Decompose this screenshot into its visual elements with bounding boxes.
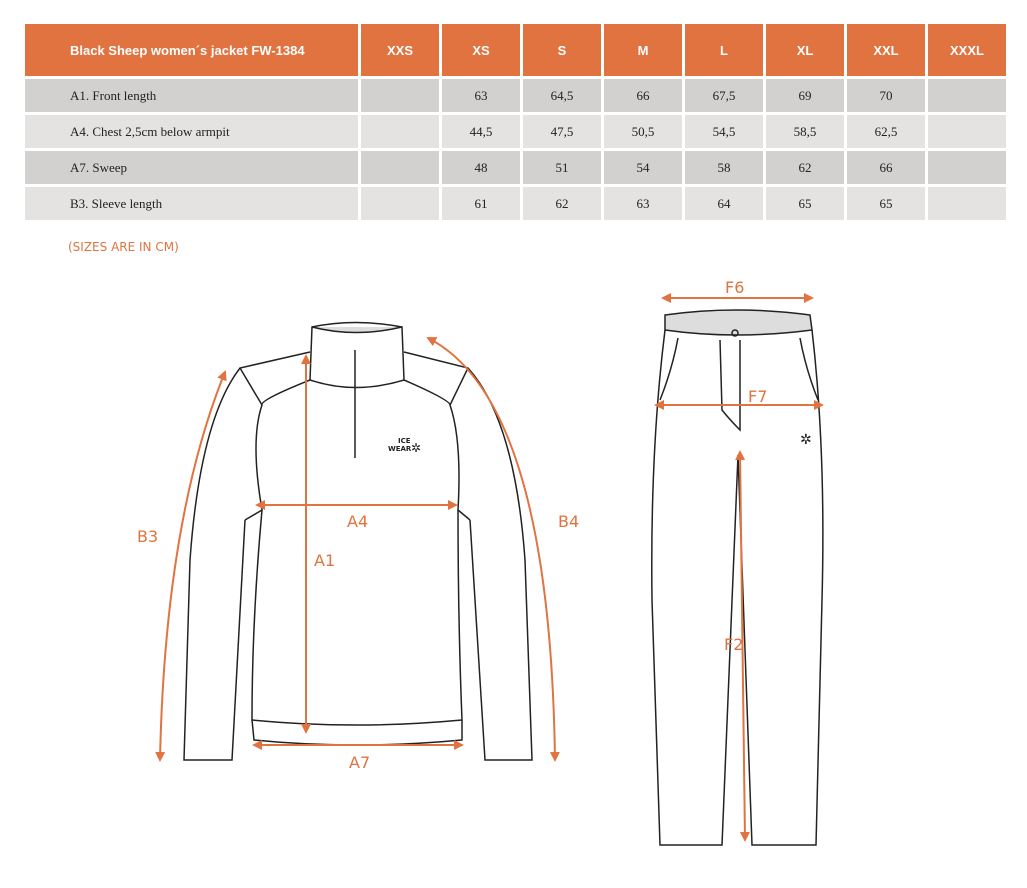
measurement-label: A4. Chest 2,5cm below armpit	[25, 115, 358, 148]
measurement-value: 48	[442, 151, 520, 184]
brand-logo: ICE WEAR	[388, 437, 412, 453]
measurement-value: 66	[847, 151, 925, 184]
measurement-value: 47,5	[523, 115, 601, 148]
measurement-value: 67,5	[685, 79, 763, 112]
b4-arrow	[426, 337, 560, 762]
f2-arrow	[735, 450, 750, 842]
table-title: Black Sheep women´s jacket FW-1384	[25, 24, 358, 76]
units-note: (SIZES ARE IN CM)	[68, 240, 179, 254]
measurement-value: 51	[523, 151, 601, 184]
measurement-value: 62	[766, 151, 844, 184]
measurement-value: 64,5	[523, 79, 601, 112]
size-header: L	[685, 24, 763, 76]
measurement-value: 64	[685, 187, 763, 220]
measurement-value: 69	[766, 79, 844, 112]
measurement-value: 58,5	[766, 115, 844, 148]
size-header: XXS	[361, 24, 439, 76]
f2-label: F2	[724, 635, 743, 654]
pants-drawing	[651, 309, 824, 846]
measurement-value: 44,5	[442, 115, 520, 148]
size-header: XS	[442, 24, 520, 76]
size-chart-table: Black Sheep women´s jacket FW-1384 XXS XS S…	[22, 21, 1009, 223]
measurement-value: 66	[604, 79, 682, 112]
measurement-label: B3. Sleeve length	[25, 187, 358, 220]
a4-label: A4	[347, 512, 368, 531]
size-header: S	[523, 24, 601, 76]
measurement-value	[928, 79, 1006, 112]
snowflake-logo-icon: ✲	[411, 441, 421, 455]
measurement-value	[928, 151, 1006, 184]
measurement-value: 54	[604, 151, 682, 184]
table-row: A1. Front length 63 64,5 66 67,5 69 70	[25, 79, 1006, 112]
measurement-value	[928, 187, 1006, 220]
measurement-value: 63	[442, 79, 520, 112]
b3-arrow	[155, 370, 227, 762]
jacket-drawing	[183, 321, 533, 761]
measurement-value: 62	[523, 187, 601, 220]
measurement-value	[361, 79, 439, 112]
pants-logo-icon: ✲	[800, 433, 812, 448]
a1-label: A1	[314, 551, 335, 570]
b4-label: B4	[558, 512, 579, 531]
b3-label: B3	[137, 527, 158, 546]
measurement-value	[361, 151, 439, 184]
f7-label: F7	[748, 387, 767, 406]
measurement-value: 54,5	[685, 115, 763, 148]
measurement-value: 70	[847, 79, 925, 112]
measurement-value	[361, 187, 439, 220]
measurement-value: 65	[766, 187, 844, 220]
measurement-label: A1. Front length	[25, 79, 358, 112]
a7-label: A7	[349, 753, 370, 772]
table-row: B3. Sleeve length 61 62 63 64 65 65	[25, 187, 1006, 220]
measurement-value: 58	[685, 151, 763, 184]
measurement-value	[928, 115, 1006, 148]
size-header: M	[604, 24, 682, 76]
measurement-value: 65	[847, 187, 925, 220]
table-row: A4. Chest 2,5cm below armpit 44,5 47,5 50,5…	[25, 115, 1006, 148]
table-row: A7. Sweep 48 51 54 58 62 66	[25, 151, 1006, 184]
size-header: XL	[766, 24, 844, 76]
size-header: XXXL	[928, 24, 1006, 76]
measurement-value: 61	[442, 187, 520, 220]
measurement-label: A7. Sweep	[25, 151, 358, 184]
f6-label: F6	[725, 278, 744, 297]
measurement-value: 62,5	[847, 115, 925, 148]
measurement-value: 50,5	[604, 115, 682, 148]
size-header: XXL	[847, 24, 925, 76]
measurement-value: 63	[604, 187, 682, 220]
measurement-value	[361, 115, 439, 148]
